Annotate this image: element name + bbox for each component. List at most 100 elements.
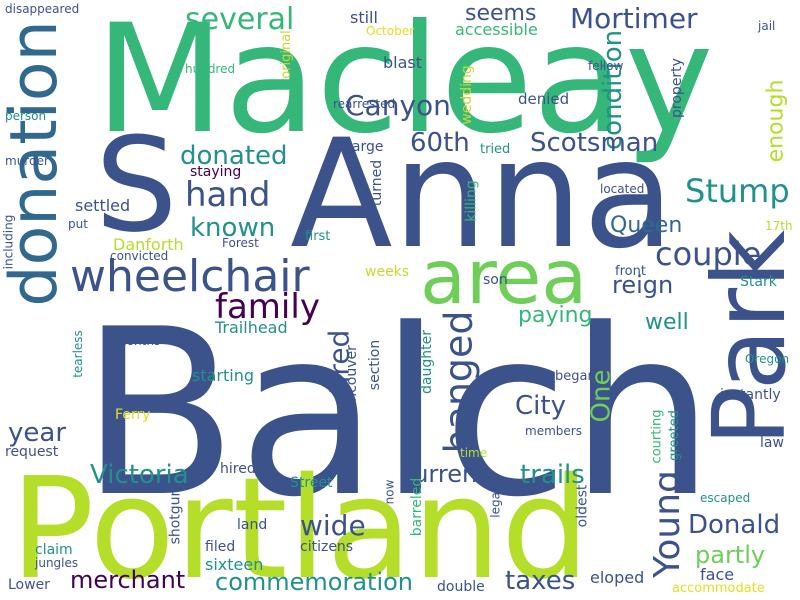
word-s: S bbox=[95, 109, 178, 261]
word-months: months bbox=[115, 334, 161, 348]
word-paying: paying bbox=[518, 303, 593, 328]
word-time: time bbox=[460, 446, 488, 460]
word-balch: Balch bbox=[80, 281, 715, 548]
word-members: members bbox=[525, 424, 582, 438]
word-still: still bbox=[350, 8, 378, 27]
word-wedding: wedding bbox=[459, 65, 475, 125]
word-hired: hired bbox=[220, 461, 256, 477]
word-first: first bbox=[305, 229, 331, 244]
word-staying: staying bbox=[190, 164, 242, 180]
word-tried: tried bbox=[480, 142, 511, 157]
word-shotgun: shotgun bbox=[166, 487, 183, 545]
word-17th: 17th bbox=[765, 219, 793, 233]
word-donald: Donald bbox=[688, 510, 781, 540]
word-convicted: convicted bbox=[110, 249, 169, 263]
word-trailhead: Trailhead bbox=[215, 318, 288, 337]
word-vancouver: Vancouver bbox=[343, 344, 360, 419]
word-person: person bbox=[5, 109, 47, 123]
word-october: October bbox=[366, 24, 415, 38]
word-disappeared: disappeared bbox=[5, 2, 80, 16]
word-canyon: Canyon bbox=[345, 89, 451, 122]
word-well: well bbox=[645, 310, 689, 335]
word-reign: reign bbox=[612, 271, 674, 299]
word-sixteen: sixteen bbox=[205, 555, 264, 574]
word-queen: Queen bbox=[610, 213, 683, 238]
word-son: son bbox=[483, 272, 508, 288]
word-legally: legally bbox=[489, 478, 503, 518]
word-claim: claim bbox=[35, 542, 73, 558]
word-city: City bbox=[515, 391, 566, 421]
word-face: face bbox=[700, 565, 735, 584]
word-law: law bbox=[760, 435, 784, 451]
word-current: current bbox=[400, 460, 487, 488]
word-settled: settled bbox=[75, 196, 131, 215]
word-accommodate: accommodate bbox=[672, 581, 765, 596]
word-original: original bbox=[279, 30, 294, 79]
word-partly: partly bbox=[695, 541, 766, 569]
word-weeks: weeks bbox=[365, 264, 410, 280]
word-oldest: oldest bbox=[574, 485, 590, 528]
word-tearless: tearless bbox=[70, 329, 85, 378]
word-denied: denied bbox=[518, 90, 570, 108]
word-jungles: jungles bbox=[35, 556, 79, 570]
word-put: put bbox=[68, 217, 88, 231]
word-eloped: eloped bbox=[590, 568, 645, 587]
word-turned: turned bbox=[369, 160, 385, 207]
word-blast: blast bbox=[383, 53, 423, 72]
word-danforth: Danforth bbox=[113, 235, 184, 254]
word-couple: couple bbox=[655, 235, 762, 273]
word-starting: starting bbox=[192, 366, 255, 385]
word-enough: enough bbox=[762, 79, 788, 163]
word-trails: trails bbox=[520, 460, 585, 490]
word-double: double bbox=[437, 579, 485, 595]
word-citizens: citizens bbox=[300, 539, 354, 555]
word-street: Street bbox=[290, 475, 333, 491]
word-stump: Stump bbox=[685, 172, 790, 210]
word-scotsman: Scotsman bbox=[530, 128, 659, 158]
word-hundred: hundred bbox=[185, 62, 236, 76]
word-filed: filed bbox=[205, 539, 236, 555]
word-mortimer: Mortimer bbox=[570, 2, 698, 35]
word-jail: jail bbox=[758, 19, 776, 33]
word-commemoration: commemoration bbox=[215, 568, 414, 596]
word-barreled: barreled bbox=[409, 478, 425, 537]
word-portland: Portland bbox=[10, 448, 590, 600]
word-wheelchair: wheelchair bbox=[70, 251, 310, 302]
word-anna: Anna bbox=[290, 108, 675, 282]
word-killing: killing bbox=[464, 180, 480, 222]
word-property: property bbox=[669, 58, 685, 118]
word-greeted: greeted bbox=[667, 410, 682, 461]
word-ferry: Ferry bbox=[115, 407, 151, 423]
word-including: including bbox=[1, 215, 15, 270]
word-several: several bbox=[185, 2, 295, 37]
word-forest: Forest bbox=[222, 236, 259, 250]
word-donated: donated bbox=[180, 141, 288, 171]
word-taxes: taxes bbox=[505, 566, 576, 596]
word-stark: Stark bbox=[740, 274, 777, 290]
word-known: known bbox=[190, 213, 276, 243]
word-wide: wide bbox=[300, 509, 366, 542]
word-request: request bbox=[5, 444, 59, 460]
word-fellow: fellow bbox=[588, 59, 624, 73]
word-macleay: Macleay bbox=[95, 0, 714, 167]
word-60th: 60th bbox=[410, 128, 470, 158]
word-young: Young bbox=[647, 470, 688, 578]
word-lower: Lower bbox=[8, 577, 50, 593]
word-murder: murder bbox=[5, 154, 49, 168]
word-hanged: hanged bbox=[436, 309, 481, 454]
word-oregon: Oregon bbox=[745, 352, 790, 366]
word-front: front bbox=[615, 264, 646, 279]
word-seems: seems bbox=[465, 1, 537, 26]
word-section: section bbox=[366, 339, 383, 391]
word-daughter: daughter bbox=[419, 330, 435, 394]
word-hand: hand bbox=[185, 175, 271, 215]
word-rearrested: rearrested bbox=[333, 97, 396, 111]
word-began: began bbox=[555, 369, 596, 384]
word-victoria: Victoria bbox=[90, 460, 189, 490]
word-year: year bbox=[8, 418, 67, 448]
word-accessible: accessible bbox=[455, 20, 538, 39]
word-merchant: merchant bbox=[70, 566, 186, 594]
word-area: area bbox=[420, 233, 588, 321]
word-now: now bbox=[381, 479, 396, 505]
